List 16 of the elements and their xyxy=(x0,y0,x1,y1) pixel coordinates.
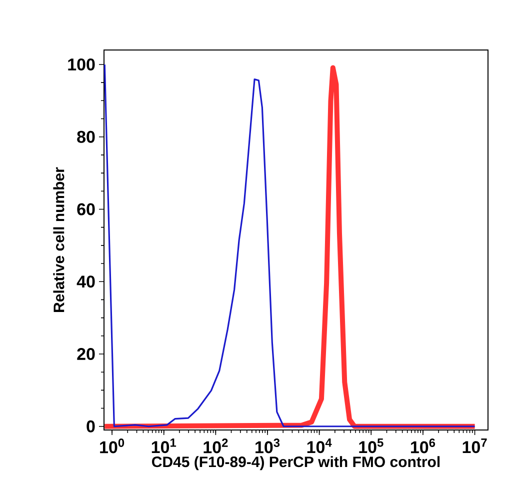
x-tick-label: 10$^{2}$ xyxy=(204,438,228,454)
x-axis-title: CD45 (F10-89-4) PerCP with FMO control xyxy=(152,456,440,470)
y-tick-label: 60 xyxy=(77,203,95,216)
y-tick-label: 80 xyxy=(77,130,95,143)
x-tick-label: 10$^{3}$ xyxy=(256,438,280,454)
x-tick-label: 10$^{1}$ xyxy=(152,438,176,454)
x-tick-label: 10$^{6}$ xyxy=(411,438,436,454)
y-tick-label: 0 xyxy=(86,420,95,432)
x-tick-label: 10$^{0}$ xyxy=(100,438,124,454)
y-tick-label: 20 xyxy=(77,348,95,360)
x-tick-label: 10$^{7}$ xyxy=(462,438,487,454)
x-tick-label: 10$^{5}$ xyxy=(359,438,384,454)
y-axis-title: Relative cell number xyxy=(53,167,64,312)
y-tick-label: 100 xyxy=(68,58,95,70)
x-tick-label: 10$^{4}$ xyxy=(307,438,332,454)
y-tick-label: 40 xyxy=(76,276,95,288)
